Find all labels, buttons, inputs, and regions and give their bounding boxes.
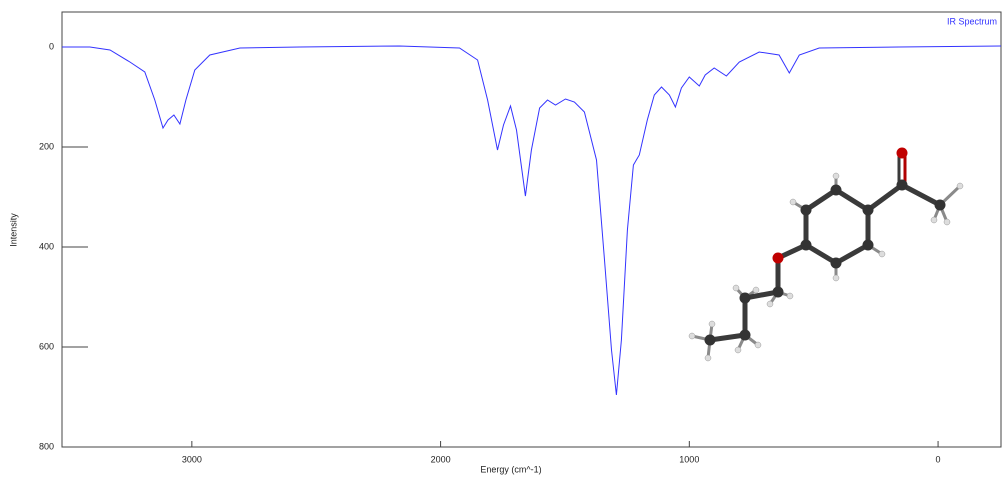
x-tick-label: 2000: [431, 454, 451, 464]
legend-label: IR Spectrum: [947, 16, 997, 26]
y-tick-label: 400: [39, 241, 54, 251]
y-axis-label: Intensity: [8, 213, 18, 247]
y-tick-label: 200: [39, 141, 54, 151]
y-tick-label: 600: [39, 341, 54, 351]
y-tick-label: 0: [49, 41, 54, 51]
x-axis-label: Energy (cm^-1): [480, 464, 541, 474]
y-tick-label: 800: [39, 441, 54, 451]
spectrum-line: [62, 46, 1001, 395]
x-tick-label: 0: [936, 454, 941, 464]
x-tick-label: 1000: [679, 454, 699, 464]
x-tick-label: 3000: [182, 454, 202, 464]
molecule: [689, 148, 963, 362]
chart: Energy (cm^-1) Intensity 0 200 400 600 800 30…: [0, 0, 1002, 477]
plot-frame: [62, 12, 1001, 447]
